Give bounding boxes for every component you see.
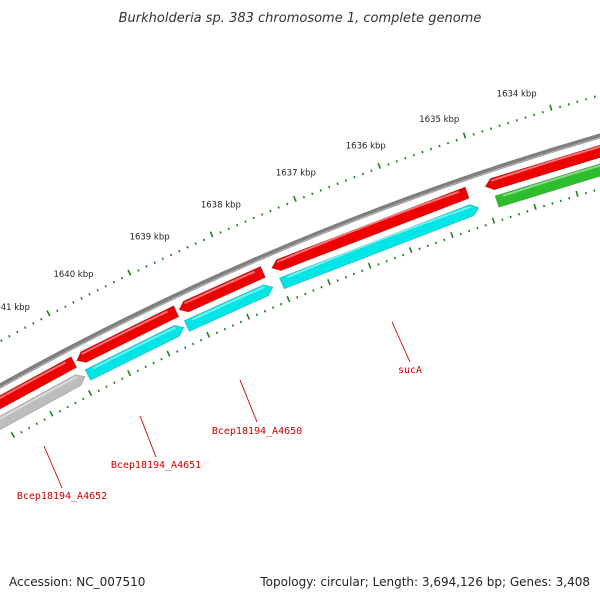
gene-label: Bcep18194_A4650 bbox=[212, 426, 302, 437]
reverse-gene-cyan-1 bbox=[84, 324, 185, 381]
leader-line bbox=[43, 445, 63, 489]
forward-gene-1 bbox=[0, 356, 78, 410]
gene-label-group: sucA bbox=[391, 321, 422, 376]
map-title: Burkholderia sp. 383 chromosome 1, compl… bbox=[119, 11, 482, 26]
leader-line bbox=[139, 415, 157, 458]
forward-gene-3 bbox=[178, 266, 266, 313]
gene-label-group: Bcep18194_A4652 bbox=[17, 445, 107, 502]
kbp-label: 1635 kbp bbox=[419, 115, 459, 125]
outer-tick-row bbox=[0, 95, 596, 342]
kbp-label: 1641 kbp bbox=[0, 303, 30, 313]
reverse-gene-green bbox=[494, 163, 600, 208]
reverse-gene-cyan-3 bbox=[279, 204, 480, 290]
forward-gene-4 bbox=[271, 186, 470, 271]
kbp-label: 1639 kbp bbox=[130, 233, 170, 243]
backbone-highlight bbox=[0, 136, 600, 389]
kbp-label: 1638 kbp bbox=[201, 200, 241, 210]
forward-gene-2 bbox=[76, 305, 180, 363]
leader-line bbox=[239, 379, 258, 423]
gene-labels: Bcep18194_A4652 Bcep18194_A4651 Bcep18194_… bbox=[17, 321, 422, 502]
gene-label: sucA bbox=[398, 365, 422, 376]
backbone-line bbox=[0, 133, 600, 389]
kbp-label: 1640 kbp bbox=[53, 270, 93, 280]
reverse-gene-cyan-2 bbox=[183, 284, 274, 332]
accession-text: Accession: NC_007510 bbox=[9, 575, 146, 589]
gene-label: Bcep18194_A4651 bbox=[111, 460, 201, 471]
genome-summary-text: Topology: circular; Length: 3,694,126 bp… bbox=[260, 575, 590, 589]
kbp-label: 1634 kbp bbox=[497, 89, 537, 99]
gene-track bbox=[0, 144, 600, 431]
gene-label-group: Bcep18194_A4650 bbox=[212, 379, 302, 437]
gene-label: Bcep18194_A4652 bbox=[17, 491, 107, 502]
chromosome-backbone bbox=[0, 133, 600, 389]
reverse-gene-gray bbox=[0, 374, 86, 431]
leader-line bbox=[391, 321, 411, 363]
kbp-label: 1636 kbp bbox=[346, 141, 386, 151]
kbp-label: 1637 kbp bbox=[276, 169, 316, 179]
kbp-scale: 1641 kbp 1640 kbp 1639 kbp 1638 kbp 1637 kbp… bbox=[0, 89, 596, 438]
forward-gene-5 bbox=[484, 144, 600, 191]
gene-label-group: Bcep18194_A4651 bbox=[111, 415, 201, 471]
inner-tick-row bbox=[10, 189, 596, 438]
